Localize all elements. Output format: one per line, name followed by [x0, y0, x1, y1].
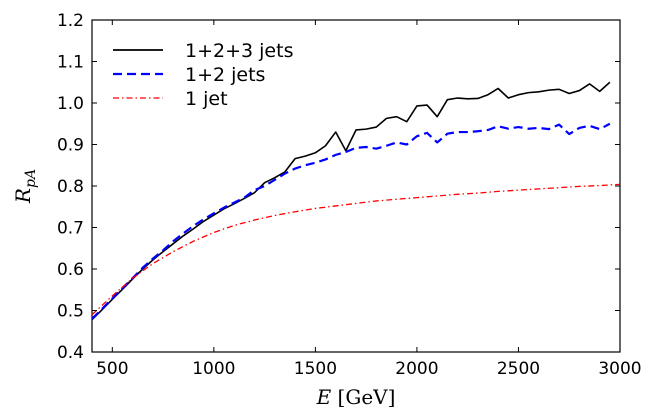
y-tick-label: 0.9 — [57, 136, 84, 156]
x-tick-label: 1500 — [294, 359, 337, 379]
x-tick-label: 2000 — [395, 359, 438, 379]
x-tick-label: 3000 — [598, 359, 641, 379]
series-line-1 — [91, 122, 611, 320]
y-tick-label: 1.1 — [57, 53, 84, 73]
axis-ticks: 500 1000 1500 2000 2500 3000 0.4 0.5 0.6 0.7 0.8 0.… — [57, 11, 642, 379]
y-tick-label: 0.6 — [57, 260, 84, 280]
y-tick-label: 0.8 — [57, 177, 84, 197]
series-layer — [91, 81, 621, 321]
legend-label-0: 1+2+3 jets — [185, 40, 293, 62]
plot-border — [91, 19, 621, 353]
x-tick-label: 2500 — [497, 359, 540, 379]
series-line-2 — [91, 183, 621, 316]
y-tick-label: 0.5 — [57, 302, 84, 322]
y-axis-label: RpA — [11, 169, 39, 204]
y-tick-label: 1.2 — [57, 11, 84, 31]
x-tick-label: 1000 — [192, 359, 235, 379]
x-axis-label: E [GeV] — [316, 385, 396, 409]
y-tick-label: 0.4 — [57, 343, 84, 363]
y-tick-label: 1.0 — [57, 94, 84, 114]
plot-area — [91, 19, 621, 353]
y-tick-label: 0.7 — [57, 219, 84, 239]
series-line-0 — [91, 81, 611, 321]
legend-label-1: 1+2 jets — [185, 64, 265, 86]
legend-label-2: 1 jet — [185, 88, 228, 110]
axis-labels: E [GeV] RpA — [11, 169, 395, 409]
x-tick-label: 500 — [96, 359, 128, 379]
